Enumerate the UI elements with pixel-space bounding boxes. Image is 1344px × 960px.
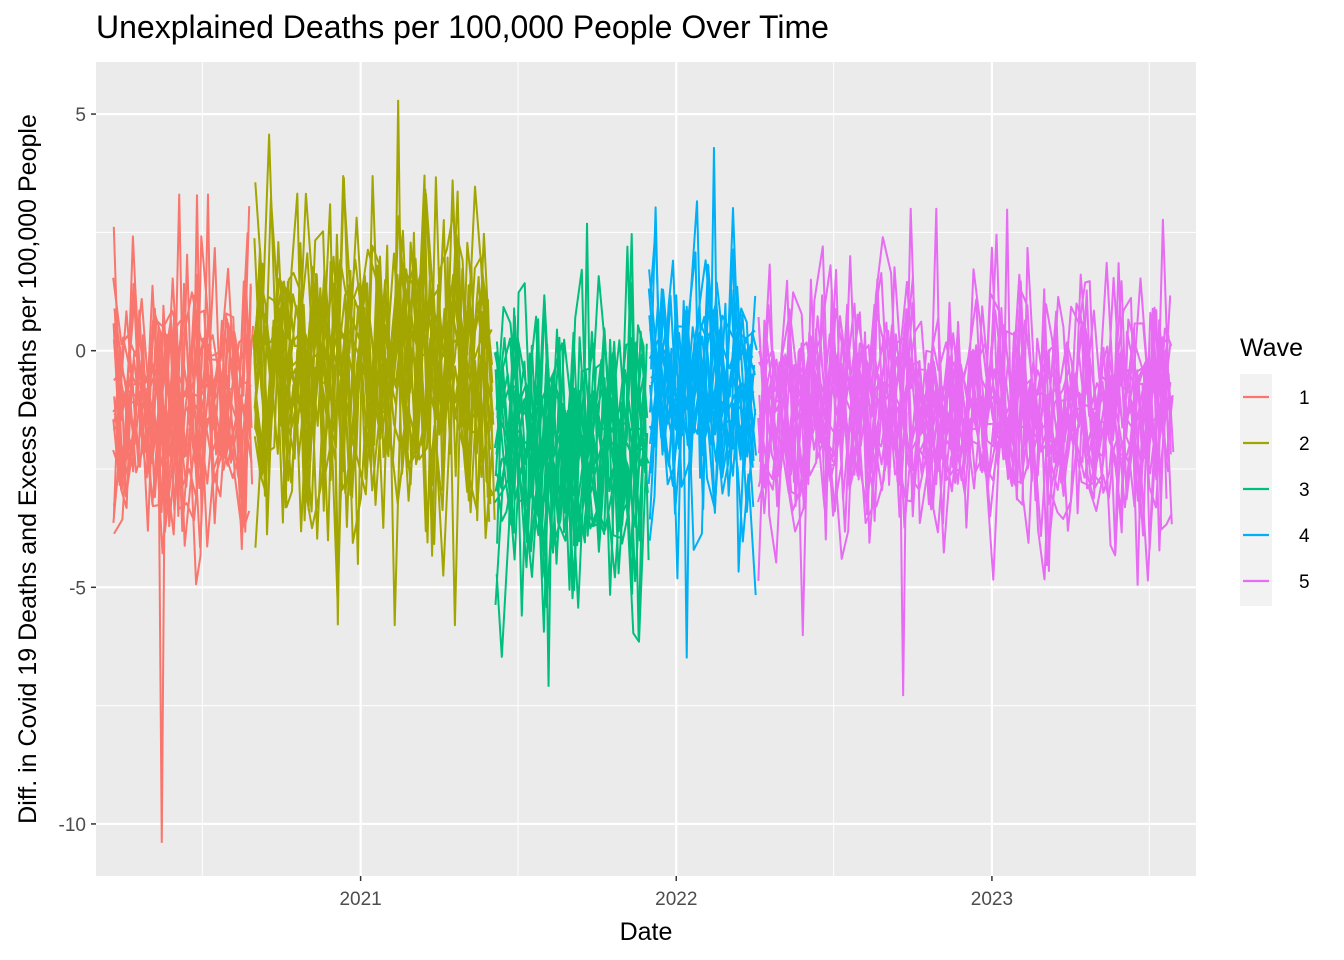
y-tick-label: -10 — [59, 815, 86, 836]
y-axis: 5 0 -5 -10 — [59, 105, 96, 836]
x-tick-label: 2021 — [339, 889, 381, 910]
x-axis-title: Date — [620, 918, 673, 946]
x-tick-label: 2023 — [971, 889, 1013, 910]
legend-label-2: 2 — [1299, 434, 1310, 455]
y-axis-title: Diff. in Covid 19 Deaths and Excess Deat… — [14, 114, 42, 824]
y-tick-label: -5 — [69, 578, 86, 599]
x-tick-label: 2022 — [655, 889, 697, 910]
y-tick-label: 0 — [75, 342, 86, 363]
legend-label-1: 1 — [1299, 388, 1310, 409]
legend-title: Wave — [1240, 334, 1303, 362]
legend-label-3: 3 — [1299, 480, 1310, 501]
x-axis: 2021 2022 2023 — [339, 876, 1013, 910]
legend-label-5: 5 — [1299, 572, 1310, 593]
legend-label-4: 4 — [1299, 526, 1310, 547]
y-tick-label: 5 — [75, 105, 86, 126]
chart-title: Unexplained Deaths per 100,000 People Ov… — [96, 9, 829, 45]
